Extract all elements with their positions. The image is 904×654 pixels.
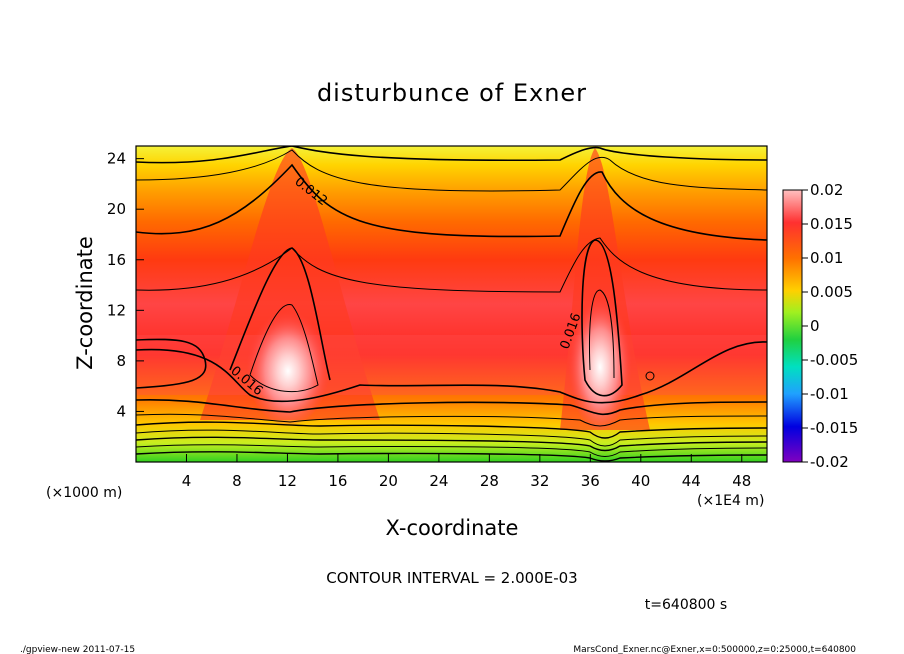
x-tick-label: 48 [732,472,751,490]
x-tick-label: 32 [530,472,549,490]
x-tick-label: 20 [379,472,398,490]
colorbar [782,189,803,463]
colorbar-tick-label: 0.01 [810,249,843,267]
x-tick-label: 36 [581,472,600,490]
colorbar-tick-label: -0.01 [810,385,849,403]
y-tick-label: 16 [107,251,126,269]
footer-right: MarsCond_Exner.nc@Exner,x=0:500000,z=0:2… [573,645,856,654]
footer-left: ./gpview-new 2011-07-15 [20,645,135,654]
plume-left [200,148,380,420]
x-tick-label: 16 [328,472,347,490]
y-tick-label: 24 [107,150,126,168]
x-tick-label: 4 [182,472,192,490]
x-tick-label: 40 [631,472,650,490]
x-axis-title: X-coordinate [386,516,519,540]
colorbar-tick-label: -0.015 [810,419,858,437]
colorbar-ticks: 0.02 0.015 0.01 0.005 0 -0.005 -0.01 -0.015 -0.0… [802,181,858,471]
x-tick-label: 44 [682,472,701,490]
contour-lines [136,146,767,462]
x-tick-label: 24 [429,472,448,490]
x-tick-label: 12 [278,472,297,490]
colorbar-tick-label: 0.005 [810,283,853,301]
colorbar-tick-label: 0.015 [810,215,853,233]
chart-title: disturbunce of Exner [317,79,587,107]
colorbar-tick-label: -0.005 [810,351,858,369]
hot-core-left [246,305,330,425]
y-tick-label: 8 [116,352,126,370]
time-label: t=640800 s [645,597,727,613]
y-tick-label: 20 [107,200,126,218]
x-tick-label: 28 [480,472,499,490]
x-tick-label: 8 [232,472,242,490]
y-axis-title: Z-coordinate [73,236,97,370]
x-unit-right: (×1E4 m) [697,493,764,509]
y-tick-label: 4 [116,402,126,420]
y-axis: 4 8 12 16 20 24 [107,150,144,420]
colorbar-tick-label: 0.02 [810,181,843,199]
plot-frame [135,145,768,463]
hot-core-right [568,290,632,430]
x-axis: 4 8 12 16 20 24 28 32 36 40 44 48 [182,454,751,490]
heatmap-field: 0.012 0.016 0.016 [136,146,767,462]
y-tick-label: 12 [107,301,126,319]
colorbar-tick-label: 0 [810,317,820,335]
x-unit-left: (×1000 m) [46,485,122,501]
contour-interval: CONTOUR INTERVAL = 2.000E-03 [326,569,577,587]
colorbar-tick-label: -0.02 [810,453,849,471]
